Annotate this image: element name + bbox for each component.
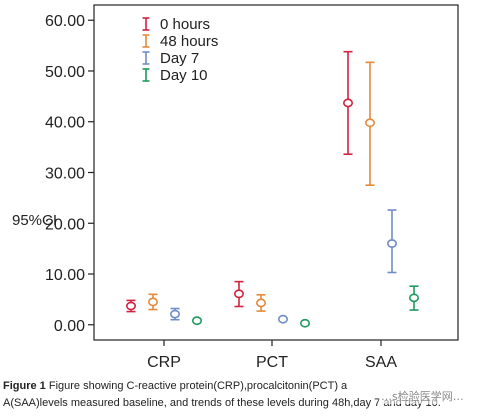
figure-caption: Figure 1 Figure showing C-reactive prote… — [3, 378, 497, 412]
legend-label: Day 7 — [160, 50, 199, 67]
legend-label: 0 hours — [160, 16, 210, 33]
series-day-7 — [170, 209, 397, 324]
mean-marker — [342, 98, 353, 108]
mean-marker — [277, 314, 288, 324]
mean-marker — [408, 293, 419, 303]
caption-line-2: A(SAA)levels measured baseline, and tren… — [3, 397, 441, 409]
mean-marker — [170, 309, 181, 319]
y-axis-label: 95%CI — [12, 212, 57, 229]
plot-area — [93, 4, 459, 341]
error-bars — [126, 50, 419, 328]
mean-marker — [192, 316, 203, 326]
mean-marker — [234, 289, 245, 299]
mean-marker — [386, 239, 397, 248]
series-48-hours — [148, 61, 375, 312]
x-tick-label: SAA — [365, 354, 397, 371]
y-tick-label: 40.00 — [45, 115, 85, 132]
legend-label: Day 10 — [160, 67, 208, 84]
watermark: …s检验医学网… — [379, 388, 466, 404]
legend-swatch — [142, 17, 150, 31]
y-tick-label: 30.00 — [45, 166, 85, 183]
y-axis: 0.00 10.00 20.00 30.00 40.00 50.00 60.00 — [45, 13, 94, 335]
mean-marker — [126, 301, 137, 311]
y-tick-label: 10.00 — [45, 267, 85, 284]
legend-swatch — [142, 68, 150, 82]
y-tick-label: 20.00 — [45, 216, 85, 233]
plot-border — [93, 4, 459, 341]
series-0-hours — [126, 50, 353, 313]
series-day-10 — [192, 285, 419, 328]
legend-swatch — [142, 51, 150, 65]
legend-label: 48 hours — [160, 33, 218, 50]
x-tick-label: PCT — [256, 354, 288, 371]
mean-marker — [299, 318, 310, 328]
legend-swatch — [142, 34, 150, 48]
mean-marker — [255, 298, 266, 308]
mean-marker — [364, 118, 375, 128]
x-axis: CRP PCT SAA — [147, 340, 397, 371]
mean-marker — [148, 297, 159, 307]
y-tick-label: 0.00 — [54, 318, 85, 335]
y-tick-label: 50.00 — [45, 64, 85, 81]
x-tick-label: CRP — [147, 354, 181, 371]
y-tick-label: 60.00 — [45, 13, 85, 30]
caption-lead: Figure 1 — [3, 380, 46, 392]
caption-line-1: Figure showing C-reactive protein(CRP),p… — [45, 380, 348, 392]
